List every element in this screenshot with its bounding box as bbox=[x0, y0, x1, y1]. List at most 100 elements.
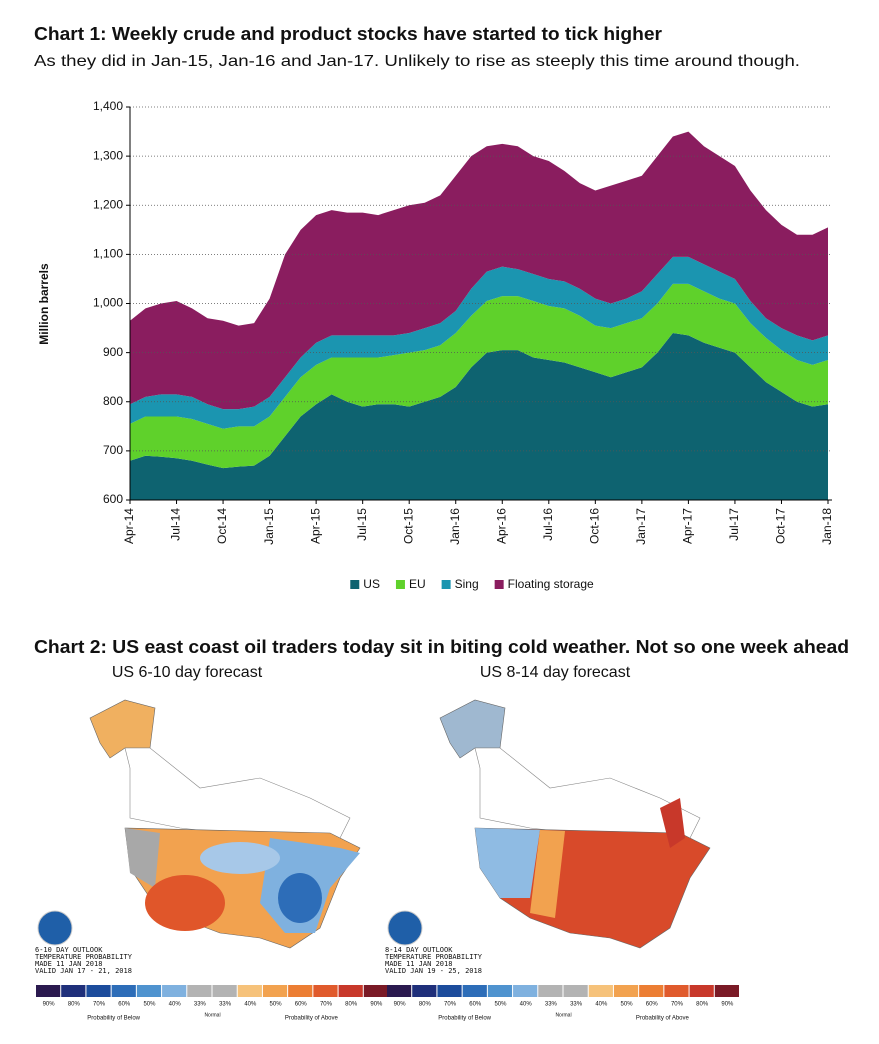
legend-label: US bbox=[363, 577, 380, 591]
scale-below: Probability of Below bbox=[438, 1016, 491, 1022]
chart2-title: Chart 2: US east coast oil traders today… bbox=[34, 637, 849, 657]
scale-box bbox=[664, 985, 689, 997]
scale-label: 33% bbox=[194, 1002, 207, 1008]
x-tick-label: Apr-14 bbox=[122, 508, 136, 544]
legend-swatch bbox=[395, 580, 405, 589]
scale-box bbox=[36, 985, 61, 997]
scale-label: 60% bbox=[646, 1002, 659, 1008]
scale-label: 80% bbox=[68, 1002, 81, 1008]
scale-box bbox=[338, 985, 363, 997]
y-axis-label: Million barrels bbox=[37, 263, 51, 345]
x-tick-label: Jul-15 bbox=[355, 508, 369, 541]
region bbox=[660, 798, 685, 848]
scale-box bbox=[387, 985, 412, 997]
scale-box bbox=[588, 985, 613, 997]
scale-label: 80% bbox=[696, 1002, 709, 1008]
x-tick-label: Jan-16 bbox=[448, 508, 462, 545]
scale-box bbox=[437, 985, 462, 997]
scale-label: 70% bbox=[93, 1002, 106, 1008]
map-title: US 8-14 day forecast bbox=[480, 664, 631, 681]
map-stamp: 6-10 DAY OUTLOOK bbox=[35, 946, 103, 954]
legend-swatch bbox=[494, 580, 504, 589]
scale-label: 50% bbox=[621, 1002, 634, 1008]
scale-box bbox=[111, 985, 136, 997]
scale-label: 60% bbox=[469, 1002, 482, 1008]
y-tick-label: 1,300 bbox=[93, 148, 123, 162]
legend-label: Sing bbox=[455, 577, 479, 591]
logo bbox=[387, 910, 423, 946]
x-tick-label: Jul-16 bbox=[541, 508, 555, 541]
scale-above: Probability of Above bbox=[636, 1016, 690, 1022]
scale-box bbox=[639, 985, 664, 997]
scale-below: Probability of Below bbox=[87, 1016, 140, 1022]
y-tick-label: 1,200 bbox=[93, 197, 123, 211]
x-tick-label: Oct-14 bbox=[215, 508, 229, 544]
region bbox=[125, 828, 160, 888]
scale-box bbox=[363, 985, 388, 997]
scale-label: 90% bbox=[721, 1002, 734, 1008]
x-tick-label: Oct-16 bbox=[588, 508, 602, 544]
x-tick-label: Jan-17 bbox=[634, 508, 648, 545]
x-tick-label: Jul-17 bbox=[727, 508, 741, 541]
area bbox=[130, 256, 828, 429]
scale-box bbox=[563, 985, 588, 997]
scale-label: 70% bbox=[320, 1002, 333, 1008]
y-tick-label: 600 bbox=[103, 492, 123, 506]
scale-label: 50% bbox=[494, 1002, 507, 1008]
y-tick-label: 1,000 bbox=[93, 296, 123, 310]
region bbox=[475, 828, 540, 898]
scale-box bbox=[613, 985, 639, 997]
scale-label: 70% bbox=[444, 1002, 457, 1008]
scale-label: 60% bbox=[118, 1002, 131, 1008]
scale-label: 80% bbox=[345, 1002, 358, 1008]
area bbox=[130, 283, 828, 469]
region bbox=[278, 873, 322, 923]
region bbox=[530, 830, 565, 918]
x-tick-label: Jul-14 bbox=[169, 508, 183, 541]
scale-box bbox=[714, 985, 739, 997]
scale-label: 90% bbox=[370, 1002, 383, 1008]
scale-label: 33% bbox=[545, 1002, 558, 1008]
scale-label: 50% bbox=[270, 1002, 283, 1008]
scale-box bbox=[689, 985, 714, 997]
scale-label: 33% bbox=[219, 1002, 232, 1008]
area bbox=[130, 332, 828, 500]
scale-box bbox=[538, 985, 563, 997]
area bbox=[130, 131, 828, 410]
scale-label: 90% bbox=[394, 1002, 407, 1008]
scale-label: 40% bbox=[169, 1002, 182, 1008]
scale-box bbox=[86, 985, 111, 997]
scale-normal: Normal bbox=[204, 1012, 220, 1018]
map-stamp: 8-14 DAY OUTLOOK bbox=[385, 946, 453, 954]
scale-normal: Normal bbox=[555, 1012, 571, 1018]
scale-box bbox=[162, 985, 187, 997]
chart-title: Chart 1: Weekly crude and product stocks… bbox=[34, 24, 662, 44]
x-tick-label: Oct-17 bbox=[774, 508, 788, 544]
scale-box bbox=[313, 985, 338, 997]
legend-label: Floating storage bbox=[508, 577, 594, 591]
region bbox=[200, 842, 280, 874]
x-tick-label: Jan-15 bbox=[262, 508, 276, 545]
x-tick-label: Jan-18 bbox=[820, 508, 834, 545]
legend-swatch bbox=[350, 580, 360, 589]
y-tick-label: 1,100 bbox=[93, 247, 123, 261]
x-tick-label: Apr-16 bbox=[494, 508, 508, 544]
legend-swatch bbox=[441, 580, 451, 589]
region bbox=[145, 875, 225, 931]
logo bbox=[37, 910, 73, 946]
chart-subtitle: As they did in Jan-15, Jan-16 and Jan-17… bbox=[34, 53, 800, 70]
map-stamp: MADE 11 JAN 2018 bbox=[35, 960, 102, 968]
scale-box bbox=[262, 985, 288, 997]
y-tick-label: 800 bbox=[103, 394, 123, 408]
y-tick-label: 1,400 bbox=[93, 99, 123, 113]
map-title: US 6-10 day forecast bbox=[112, 664, 263, 681]
plot-area bbox=[130, 131, 828, 500]
scale-box bbox=[513, 985, 538, 997]
scale-above: Probability of Above bbox=[285, 1016, 339, 1022]
scale-box bbox=[288, 985, 313, 997]
scale-label: 40% bbox=[244, 1002, 257, 1008]
map-stamp: TEMPERATURE PROBABILITY bbox=[385, 953, 483, 961]
map-stamp: TEMPERATURE PROBABILITY bbox=[35, 953, 133, 961]
